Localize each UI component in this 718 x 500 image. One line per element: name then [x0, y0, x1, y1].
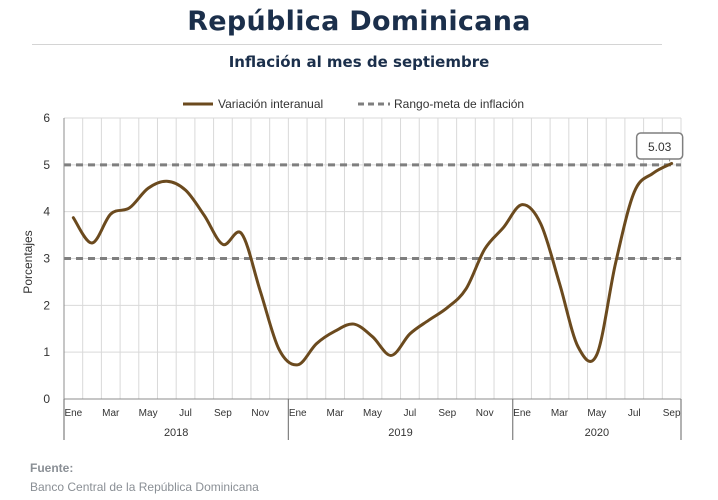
x-tick-label: Nov: [476, 408, 494, 419]
x-tick-label: Ene: [513, 408, 531, 419]
data-point: [240, 232, 242, 234]
data-point: [128, 207, 130, 209]
data-point: [278, 348, 280, 350]
year-label: 2020: [585, 427, 609, 439]
y-axis-label: Porcentajes: [21, 230, 35, 293]
data-point: [633, 191, 635, 193]
data-point: [297, 364, 299, 366]
data-point: [670, 162, 672, 164]
data-point: [390, 354, 392, 356]
x-tick-label: May: [587, 408, 606, 419]
callout-value: 5.03: [648, 140, 672, 154]
y-tick-label: 1: [43, 345, 50, 359]
year-label: 2018: [164, 427, 188, 439]
x-tick-label: Ene: [64, 408, 82, 419]
x-tick-label: Mar: [102, 408, 120, 419]
data-point: [446, 306, 448, 308]
chart-subtitle: Inflación al mes de septiembre: [228, 53, 490, 71]
y-tick-label: 2: [43, 298, 50, 312]
x-tick-label: Mar: [326, 408, 344, 419]
x-tick-label: Sep: [214, 408, 232, 419]
x-tick-label: Mar: [551, 408, 569, 419]
y-tick-label: 0: [43, 392, 50, 406]
x-tick-label: Jul: [628, 408, 641, 419]
variacion-interanual-line: [71, 161, 674, 367]
callout-box: [635, 132, 684, 160]
data-point: [614, 262, 616, 264]
data-point: [502, 226, 504, 228]
x-tick-label: Sep: [438, 408, 456, 419]
x-tick-label: May: [363, 408, 382, 419]
data-point: [259, 290, 261, 292]
target-range-lines: [64, 163, 681, 260]
x-tick-label: May: [139, 408, 158, 419]
x-tick-label: Ene: [289, 408, 307, 419]
data-point: [315, 343, 317, 345]
legend-label-variacion: Variación interanual: [218, 97, 323, 111]
chart-title: República Dominicana: [187, 6, 531, 37]
data-point: [652, 172, 654, 174]
x-tick-label: Jul: [403, 408, 416, 419]
y-tick-label: 6: [43, 111, 50, 125]
x-tick-label: Nov: [251, 408, 269, 419]
data-point: [203, 214, 205, 216]
series: [71, 161, 674, 367]
data-point: [540, 223, 542, 225]
data-point: [334, 330, 336, 332]
data-point: [166, 180, 168, 182]
data-point: [558, 282, 560, 284]
data-point: [353, 323, 355, 325]
data-point: [91, 242, 93, 244]
data-point: [147, 187, 149, 189]
y-tick-label: 4: [43, 205, 50, 219]
x-tick-label: Jul: [179, 408, 192, 419]
data-point: [222, 243, 224, 245]
data-point: [371, 336, 373, 338]
data-point: [596, 353, 598, 355]
data-point: [184, 189, 186, 191]
data-point: [409, 333, 411, 335]
grid: [64, 117, 682, 399]
y-tick-label: 5: [43, 158, 50, 172]
x-tick-label: Sep: [663, 408, 681, 419]
data-point: [577, 346, 579, 348]
data-point: [483, 248, 485, 250]
data-point: [72, 217, 74, 219]
year-label: 2019: [388, 427, 412, 439]
source-text: Banco Central de la República Dominicana: [30, 480, 259, 494]
y-tick-label: 3: [43, 252, 50, 266]
data-point: [427, 319, 429, 321]
data-point: [521, 203, 523, 205]
source-label: Fuente:: [30, 461, 74, 475]
callout: 5.03: [635, 132, 684, 162]
title-divider: [32, 44, 662, 45]
legend: Variación interanual Rango-meta de infla…: [183, 97, 524, 111]
data-point: [465, 288, 467, 290]
legend-label-rango-meta: Rango-meta de inflación: [394, 97, 524, 111]
axes: 0 1 2 3 4 5 6 Ene Mar May Jul Sep Nov Ene Mar May Jul Sep…: [43, 111, 682, 440]
data-point: [110, 213, 112, 215]
